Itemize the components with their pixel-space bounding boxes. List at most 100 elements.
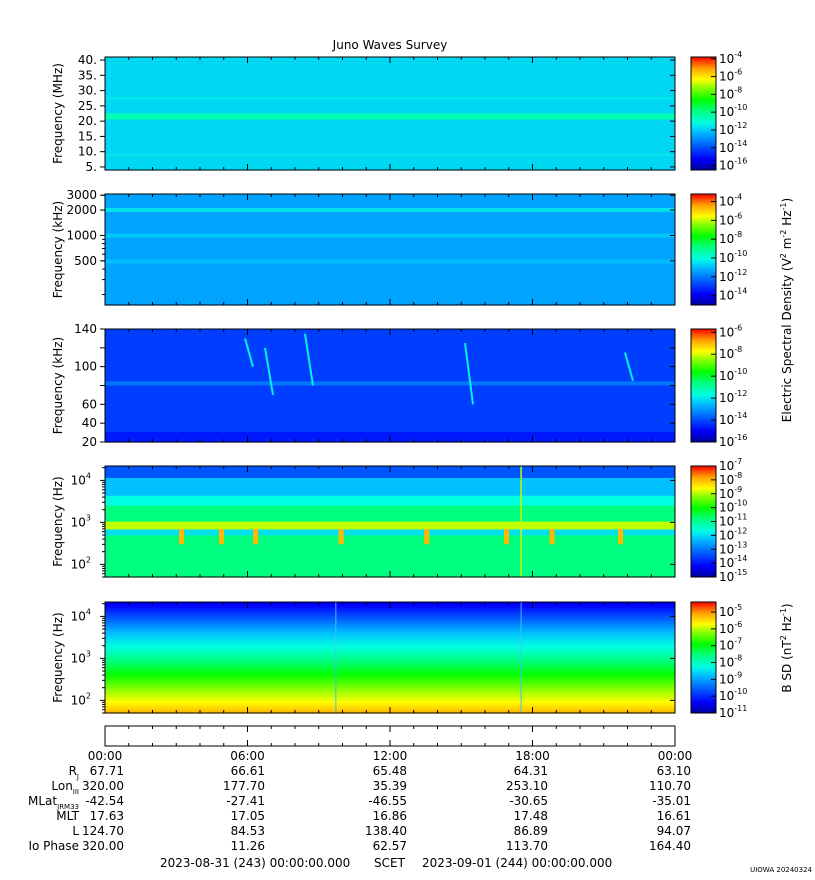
- colorbar-tick-label: 10-8: [719, 471, 742, 487]
- ephemeris-value: -35.01: [652, 794, 691, 808]
- ephemeris-value: 113.70: [506, 839, 548, 853]
- colorbar-tick-label: 10-7: [719, 457, 742, 473]
- y-tick-label: 35.: [78, 68, 97, 82]
- colorbar-3: 10-6 10-8 10-10 10-12 10-14 10-16: [690, 323, 747, 449]
- colorbar-tick-label: 10-13: [719, 540, 747, 556]
- y-tick-label: 100: [74, 360, 97, 374]
- colorbar-tick-label: 10-8: [719, 345, 742, 361]
- y-tick-label: 104: [71, 471, 91, 487]
- emission-streak: [624, 352, 634, 382]
- ephemeris-value: 124.70: [82, 824, 124, 838]
- colorbar-tick-label: 10-4: [719, 193, 742, 209]
- y-tick-label: 5.: [86, 160, 97, 174]
- ephemeris-value: 164.40: [649, 839, 691, 853]
- emission-streak: [264, 347, 274, 396]
- y-tick-label: 103: [71, 513, 91, 529]
- colorbar-tick-label: 10-14: [719, 139, 747, 155]
- colorbar-tick-label: 10-12: [719, 121, 747, 137]
- ephemeris-value: 11.26: [231, 839, 265, 853]
- colorbar-tick-label: 10-14: [719, 411, 747, 427]
- colorbar-tick-label: 10-10: [719, 367, 747, 383]
- ephemeris-value: 138.40: [365, 824, 407, 838]
- time-tick-label: 06:00: [230, 749, 265, 763]
- ephemeris-value: 84.53: [231, 824, 265, 838]
- colorbar-4: 10-710-810-910-1010-1110-1210-1310-1410-…: [690, 457, 747, 584]
- y-tick-label: 102: [71, 691, 91, 707]
- electric-colorbar-label: Electric Spectral Density (V2 m-2 Hz-1): [779, 198, 794, 422]
- emission-streak: [244, 338, 254, 367]
- colorbar-tick-label: 10-6: [719, 620, 742, 636]
- y-axis-label: Frequency (MHz): [51, 63, 65, 164]
- ephemeris-value: 35.39: [373, 779, 407, 793]
- ephemeris-value: 86.89: [514, 824, 548, 838]
- time-tick-label: 00:00: [658, 749, 693, 763]
- ephemeris-value: -30.65: [509, 794, 548, 808]
- colorbar-tick-label: 10-14: [719, 287, 747, 303]
- spectrogram-panel-3: 20 40 60 100 140 Frequency (kHz): [51, 322, 676, 449]
- emission-patch: [504, 528, 509, 545]
- colorbar-tick-label: 10-8: [719, 85, 742, 101]
- colorbar-tick-label: 10-6: [719, 323, 742, 339]
- ephemeris-value: 62.57: [373, 839, 407, 853]
- colorbar-tick-label: 10-9: [719, 670, 742, 686]
- time-tick-label: 00:00: [88, 749, 123, 763]
- y-axis-label: Frequency (kHz): [51, 337, 65, 434]
- colorbar-2: 10-4 10-6 10-8 10-10 10-12 10-14: [690, 193, 747, 306]
- ephemeris-value: 320.00: [82, 839, 124, 853]
- emission-patch: [179, 528, 185, 545]
- ephemeris-value: 65.48: [373, 764, 407, 778]
- colorbar-tick-label: 10-12: [719, 389, 747, 405]
- ephemeris-label: MLatJRM33: [28, 794, 79, 811]
- y-tick-label: 500: [74, 254, 97, 268]
- y-axis-label: Frequency (Hz): [51, 612, 65, 703]
- colorbar-tick-label: 10-10: [719, 103, 747, 119]
- ephemeris-value: 177.70: [223, 779, 265, 793]
- colorbar-tick-label: 10-8: [719, 230, 742, 246]
- time-axis: 00:00 06:00 12:00 18:00 00:00: [88, 726, 693, 763]
- emission-patch: [618, 528, 623, 545]
- y-tick-label: 40.: [78, 53, 97, 67]
- colorbar-tick-label: 10-12: [719, 526, 747, 542]
- ephemeris-value: 253.10: [506, 779, 548, 793]
- ephemeris-label: LonIII: [51, 779, 79, 796]
- ephemeris-value: 320.00: [82, 779, 124, 793]
- y-tick-label: 20.: [78, 114, 97, 128]
- emission-patch: [424, 528, 430, 545]
- colorbar-tick-label: 10-16: [719, 157, 747, 173]
- y-tick-label: 40: [82, 416, 97, 430]
- y-tick-label: 25.: [78, 99, 97, 113]
- colorbar-tick-label: 10-10: [719, 249, 747, 265]
- emission-patch: [549, 528, 555, 545]
- time-tick-label: 18:00: [515, 749, 550, 763]
- colorbar-tick-label: 10-10: [719, 687, 747, 703]
- colorbar-tick-label: 10-9: [719, 485, 742, 501]
- y-tick-label: 60: [82, 397, 97, 411]
- emission-streak: [464, 342, 474, 405]
- y-axis-label: Frequency (kHz): [51, 201, 65, 298]
- colorbar-tick-label: 10-12: [719, 268, 747, 284]
- ephemeris-label: RJ: [69, 764, 79, 781]
- ephemeris-value: 66.61: [231, 764, 265, 778]
- y-tick-label: 10.: [78, 145, 97, 159]
- colorbar-tick-label: 10-7: [719, 637, 742, 653]
- credit-label: UIOWA 20240324: [750, 866, 812, 874]
- ephemeris-value: -46.55: [368, 794, 407, 808]
- emission-patch: [338, 528, 344, 545]
- emission-patch: [219, 528, 224, 545]
- ephemeris-value: 16.86: [373, 809, 407, 823]
- spectrogram-panel-4: 102 103 104 Frequency (Hz): [51, 465, 676, 578]
- magnetic-colorbar-label: B SD (nT2 Hz-1): [779, 603, 794, 692]
- colorbar-tick-label: 10-6: [719, 211, 742, 227]
- y-tick-label: 140: [74, 322, 97, 336]
- ephemeris-value: 16.61: [657, 809, 691, 823]
- ephemeris-value: 110.70: [649, 779, 691, 793]
- y-tick-label: 2000: [66, 203, 97, 217]
- y-tick-label: 30.: [78, 84, 97, 98]
- scet-label: SCET: [374, 856, 406, 870]
- spectrogram-panels: 5.10. 15.20.25.30. 35.40. Frequency (MHz) 50…: [51, 53, 676, 714]
- y-tick-label: 104: [71, 607, 91, 623]
- colorbar-tick-label: 10-16: [719, 433, 747, 449]
